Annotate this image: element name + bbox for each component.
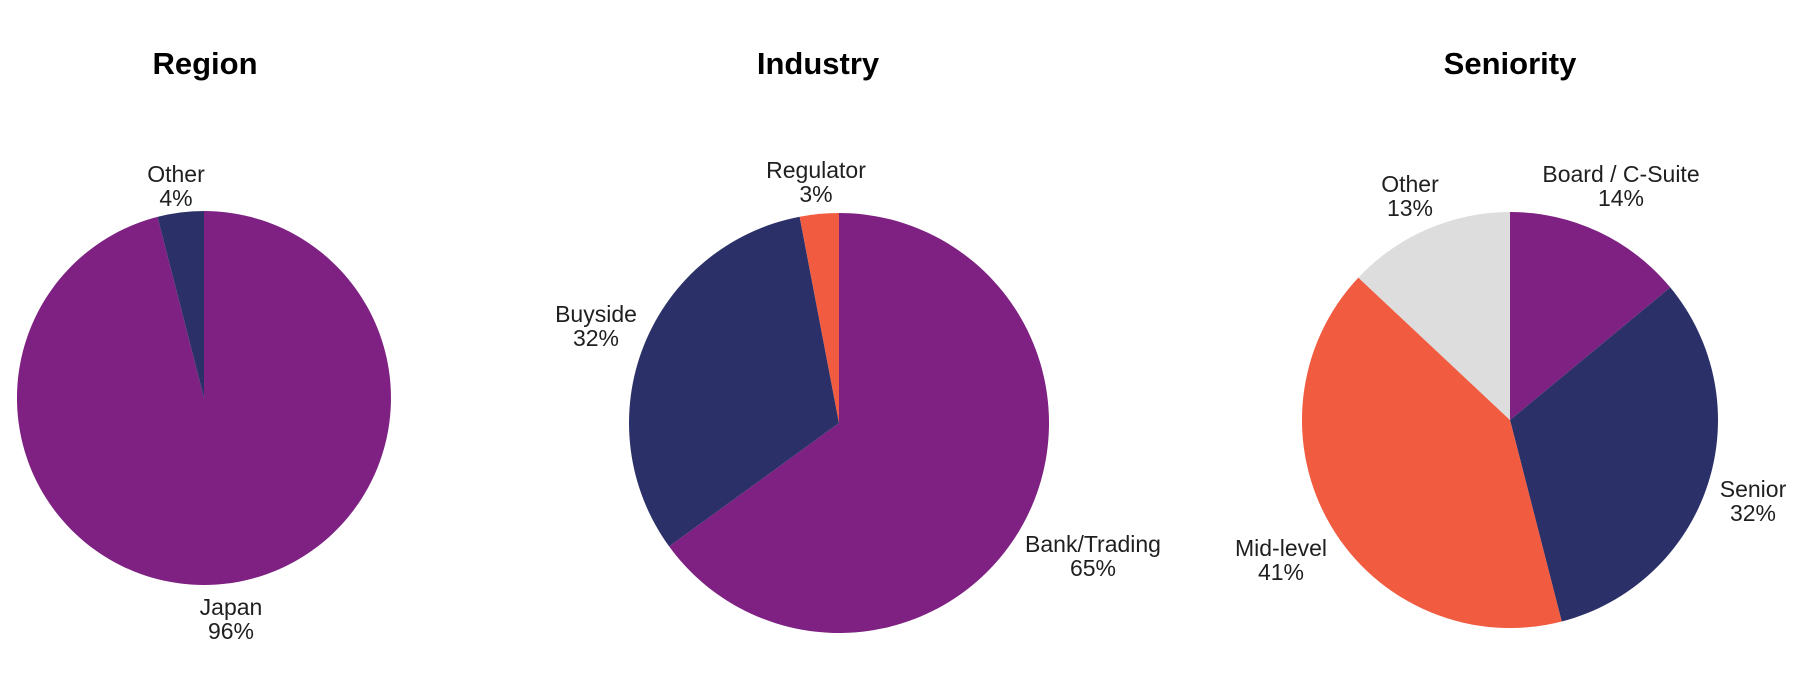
slice-label-percent: 65%	[1069, 555, 1117, 581]
slice-label-other: Other 4%	[147, 162, 205, 210]
slice-label-percent: 4%	[159, 185, 193, 211]
slice-label-mid-level: Mid-level 41%	[1235, 536, 1327, 584]
region-pie-svg	[17, 211, 391, 585]
slice-label-japan: Japan 96%	[200, 595, 263, 643]
slice-label-other: Other 13%	[1381, 172, 1439, 220]
pie-slice-bank-trading	[669, 213, 1049, 633]
chart-title-region: Region	[152, 46, 258, 81]
slice-label-name: Bank/Trading	[1025, 531, 1161, 557]
slice-label-senior: Senior 32%	[1720, 477, 1786, 525]
chart-title-industry: Industry	[756, 46, 880, 81]
seniority-pie-svg	[1302, 212, 1718, 628]
slice-label-name: Other	[1381, 171, 1439, 197]
pie-slice-other	[1358, 212, 1510, 420]
slice-label-name: Board / C-Suite	[1542, 161, 1700, 187]
slice-label-board-c-suite: Board / C-Suite 14%	[1542, 162, 1699, 210]
slice-label-name: Senior	[1719, 476, 1787, 502]
chart-title-seniority: Seniority	[1443, 46, 1577, 81]
slice-label-name: Buyside	[555, 301, 637, 327]
slice-label-percent: 32%	[1729, 500, 1777, 526]
pie-slice-mid-level	[1302, 277, 1562, 628]
pie-slice-other	[157, 211, 204, 398]
pie-slice-board-c-suite	[1510, 212, 1671, 420]
slice-label-name: Japan	[199, 594, 263, 620]
pie-slice-buyside	[629, 216, 839, 547]
slice-label-percent: 96%	[207, 618, 255, 644]
slice-label-bank-trading: Bank/Trading 65%	[1025, 532, 1161, 580]
slice-label-percent: 41%	[1257, 559, 1305, 585]
slice-label-name: Regulator	[766, 157, 866, 183]
slice-label-name: Mid-level	[1234, 535, 1328, 561]
slice-label-percent: 14%	[1597, 185, 1645, 211]
slice-label-name: Other	[147, 161, 205, 187]
slice-label-percent: 13%	[1386, 195, 1434, 221]
slice-label-regulator: Regulator 3%	[766, 158, 866, 206]
slice-label-percent: 3%	[799, 181, 833, 207]
slice-label-buyside: Buyside 32%	[555, 302, 637, 350]
slice-label-percent: 32%	[572, 325, 620, 351]
pie-slice-regulator	[799, 213, 839, 423]
pie-slice-senior	[1510, 287, 1718, 622]
pie-slice-japan	[17, 211, 391, 585]
industry-pie-svg	[629, 213, 1049, 633]
